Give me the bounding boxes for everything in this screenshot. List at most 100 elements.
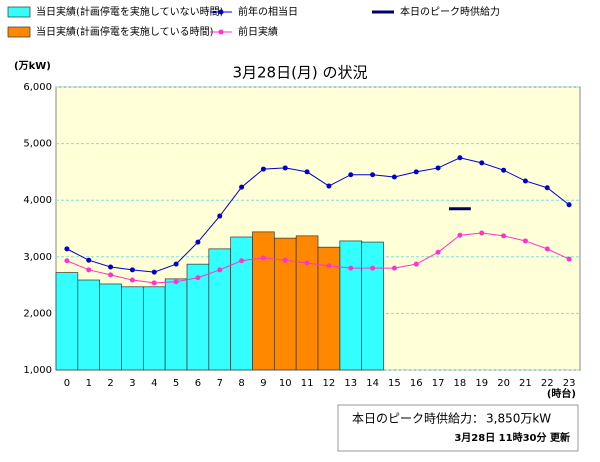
point: [86, 257, 92, 263]
point: [217, 213, 223, 219]
legend-swatch: [7, 26, 31, 38]
x-tick-label: 22: [541, 378, 554, 389]
point: [108, 272, 114, 278]
point: [195, 239, 201, 245]
point: [239, 258, 245, 264]
x-axis-label: (時台): [547, 387, 576, 400]
bar: [317, 246, 341, 371]
legend-label: 本日のピーク時供給力: [400, 5, 500, 18]
bar: [77, 279, 101, 371]
x-tick-label: 2: [107, 378, 113, 389]
x-tick-label: 9: [260, 378, 266, 389]
legend-swatch: [218, 9, 224, 15]
legend-label: 前日実績: [238, 25, 278, 38]
point: [370, 172, 376, 178]
x-tick-label: 0: [64, 378, 70, 389]
point: [413, 261, 419, 267]
point: [151, 269, 157, 275]
footer-updated: 3月28日 11時30分 更新: [454, 431, 570, 444]
bar: [164, 278, 188, 371]
x-tick-label: 20: [497, 378, 510, 389]
point: [522, 238, 528, 244]
x-tick-label: 19: [475, 378, 488, 389]
point: [566, 256, 572, 262]
x-tick-label: 1: [86, 378, 92, 389]
x-tick-label: 7: [217, 378, 223, 389]
x-tick-label: 8: [238, 378, 244, 389]
point: [326, 263, 332, 269]
point: [501, 233, 507, 239]
bar: [252, 231, 275, 371]
point: [173, 261, 179, 267]
x-tick-label: 3: [129, 378, 135, 389]
line: [66, 157, 570, 273]
point: [239, 184, 245, 190]
legend-label: 当日実績(計画停電を実施している時間): [36, 25, 214, 38]
x-tick-label: 11: [301, 378, 314, 389]
x-tick-label: 10: [279, 378, 292, 389]
point: [129, 277, 135, 283]
point: [64, 258, 70, 264]
footer-label: 本日のピーク時供給力：: [352, 412, 484, 426]
point: [326, 183, 332, 189]
legend-label: 当日実績(計画停電を実施していない時間): [36, 5, 224, 18]
point: [544, 185, 550, 191]
point: [522, 178, 528, 184]
point: [282, 165, 288, 171]
bar: [121, 286, 144, 371]
x-tick-label: 5: [173, 378, 179, 389]
point: [282, 257, 288, 263]
point: [348, 172, 354, 178]
y-tick-label: 4,000: [23, 195, 52, 206]
x-tick-label: 18: [454, 378, 467, 389]
point: [566, 202, 572, 208]
bar: [142, 286, 166, 371]
point: [195, 275, 201, 281]
bar: [295, 235, 319, 371]
x-tick-label: 14: [366, 378, 379, 389]
point: [108, 264, 114, 270]
bar: [230, 236, 253, 371]
point: [260, 166, 266, 172]
x-tick-label: 23: [563, 378, 576, 389]
point: [64, 246, 70, 252]
chart-title: 3月28日(月) の状況: [232, 64, 367, 82]
x-tick-label: 15: [388, 378, 401, 389]
point: [173, 279, 179, 285]
x-tick-label: 12: [323, 378, 336, 389]
point: [151, 280, 157, 286]
legend-swatch: [218, 29, 224, 35]
point: [304, 169, 310, 175]
point: [260, 255, 266, 261]
y-tick-label: 5,000: [23, 139, 52, 150]
point: [304, 260, 310, 266]
x-tick-label: 13: [344, 378, 357, 389]
point: [370, 265, 376, 271]
x-tick-label: 21: [519, 378, 532, 389]
point: [479, 230, 485, 236]
point: [544, 246, 550, 252]
point: [217, 267, 223, 273]
point: [86, 267, 92, 273]
point: [129, 267, 135, 273]
y-tick-label: 6,000: [23, 82, 52, 93]
x-tick-label: 6: [195, 378, 201, 389]
bar: [55, 272, 79, 371]
y-tick-label: 3,000: [23, 252, 52, 263]
bar: [339, 240, 363, 371]
point: [457, 232, 463, 238]
bar: [361, 241, 384, 371]
x-tick-label: 17: [432, 378, 445, 389]
footer-box: [337, 404, 579, 452]
point: [501, 167, 507, 173]
point: [479, 160, 485, 166]
x-tick-label: 4: [151, 378, 157, 389]
y-tick-label: 2,000: [23, 308, 52, 319]
point: [391, 265, 397, 271]
x-tick-label: 16: [410, 378, 423, 389]
y-axis-label: (万kW): [14, 60, 51, 72]
point: [435, 249, 441, 255]
legend-swatch: [7, 6, 31, 18]
point: [457, 155, 463, 161]
